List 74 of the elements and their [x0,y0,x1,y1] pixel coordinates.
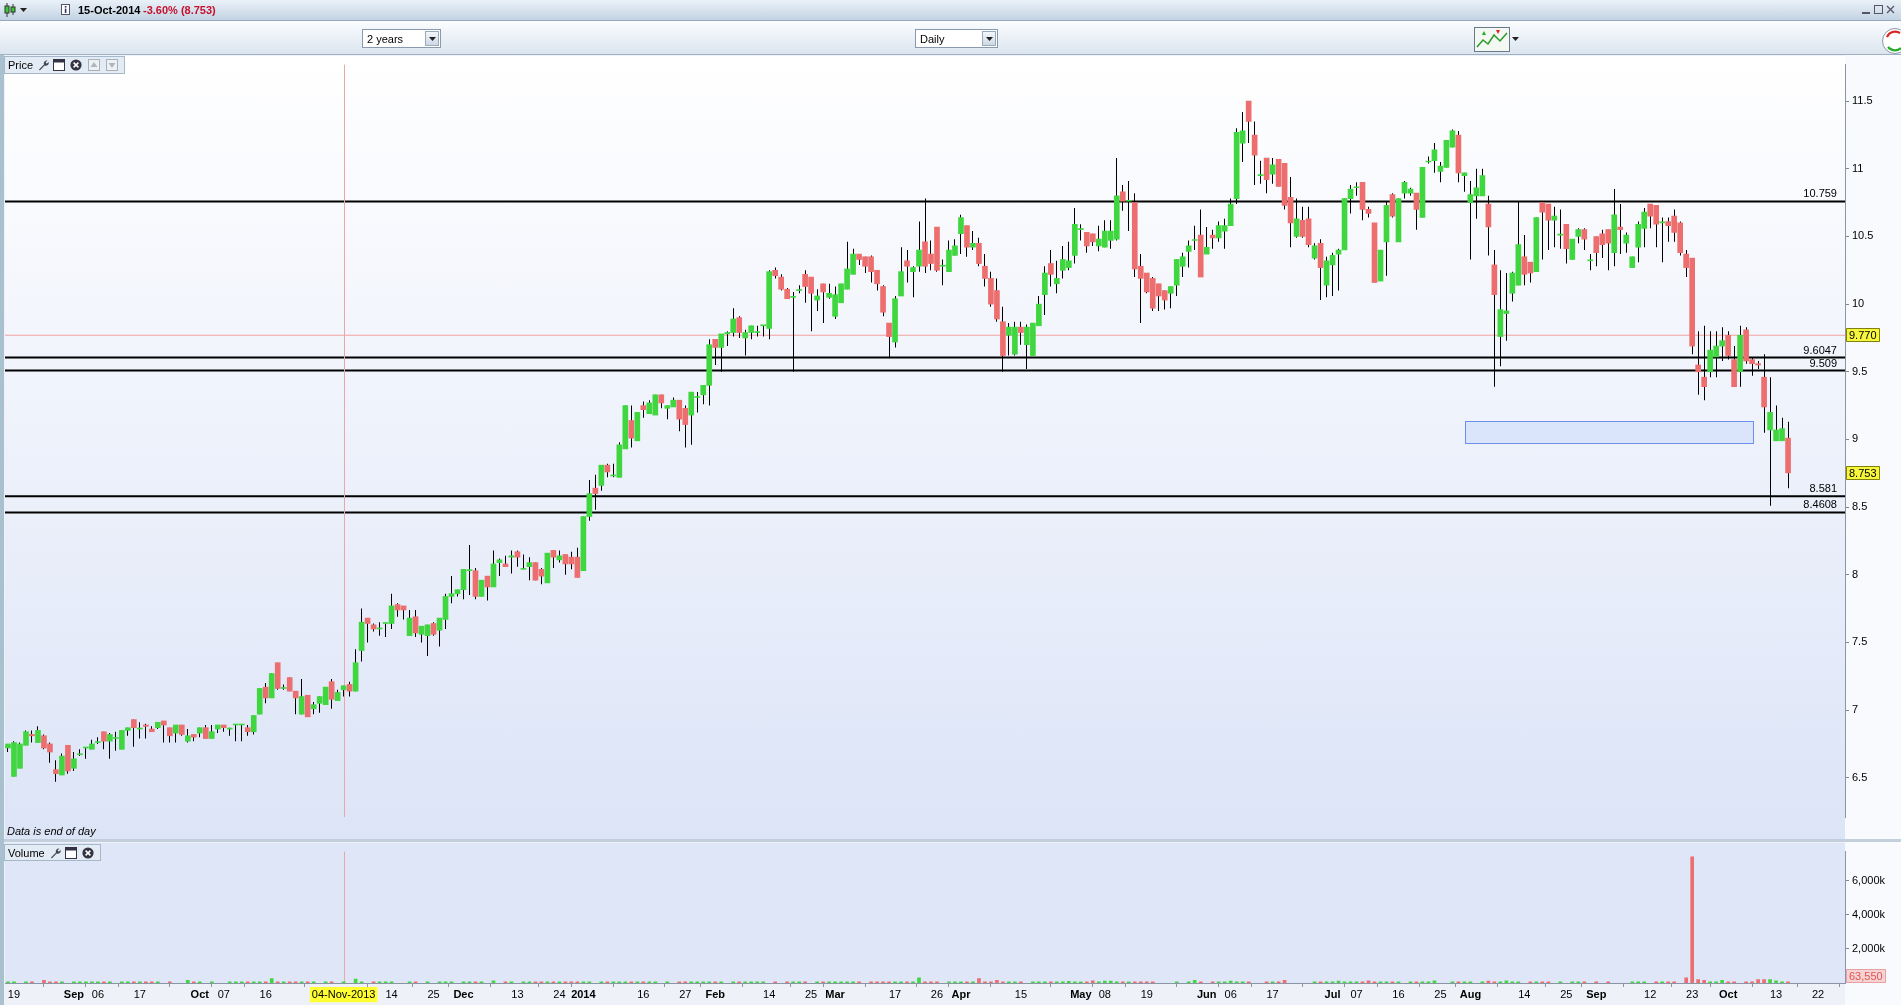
y-tick-label: 11 [1852,161,1864,174]
ref-line-label: 8.4608 [1803,498,1837,511]
x-tick-label: 13 [511,987,524,1000]
text: -3.60% (8.753) [143,4,216,16]
x-tick-label: 17 [1266,987,1279,1000]
x-tick-label: 17 [133,987,146,1000]
x-tick-label: 19 [1140,987,1153,1000]
y-tick-label: 10.5 [1852,229,1874,242]
x-tick-label: 25 [1560,987,1573,1000]
x-tick-label: Aug [1459,987,1482,1000]
x-tick-label: 27 [679,987,692,1000]
text: 15-Oct-2014 [78,4,141,16]
ref-line-label: 8.581 [1809,482,1837,495]
y-tick-label: 7.5 [1852,635,1868,648]
panel-header: Volume [4,844,101,861]
x-tick-label: 16 [637,987,650,1000]
y-tick-label: 6,000k [1852,873,1886,886]
x-tick-label: 23 [1686,987,1699,1000]
chart-title: Price [8,59,34,71]
y-tick-label: 7 [1852,703,1859,716]
y-tick-label: 9.5 [1852,364,1868,377]
y-tick-label: 4,000k [1852,907,1886,920]
x-tick-label: Jul [1324,987,1341,1000]
x-tick-label: 25 [1434,987,1447,1000]
x-tick-label: Feb [705,987,726,1000]
x-tick-label: 26 [930,987,944,1000]
x-tick-label: Apr [951,987,972,1000]
ref-line-label: 9.6047 [1803,343,1837,356]
x-tick-label: 08 [1098,987,1111,1000]
x-tick-label: Jun [1196,987,1217,1000]
ref-line-label: 9.509 [1809,356,1837,369]
x-tick-label: 14 [385,987,398,1000]
y-tick-label: 2,000k [1852,941,1886,954]
x-tick-label: May [1070,987,1093,1000]
x-tick-label: 14 [1518,987,1531,1000]
dropdown: Daily [915,29,998,48]
x-tick-label: 17 [888,987,902,1000]
x-tick-label: Oct [1718,987,1738,1000]
x-tick-label: 15 [1014,987,1028,1000]
y-tick-label: 10 [1852,297,1865,310]
x-tick-label: Sep [1586,987,1607,1000]
x-tick-label: 07 [217,987,230,1000]
annotation: 8.753 [1849,466,1877,479]
x-tick-label: 16 [1392,987,1405,1000]
y-tick-label: 8 [1852,567,1859,580]
x-tick-label: 2014 [571,987,597,1000]
y-tick-label: 9 [1852,432,1859,445]
x-tick-label: Mar [825,987,846,1000]
annotation: 9.770 [1849,328,1877,341]
panel-header: Price [4,56,125,74]
x-tick-label: 24 [553,987,566,1000]
x-tick-label: 25 [805,987,818,1000]
text: 63,550 [1849,969,1883,982]
x-tick-label: 04-Nov-2013 [311,987,376,1000]
y-tick-label: 6.5 [1852,770,1868,783]
x-tick-label: 19 [7,987,21,1000]
x-tick-label: Oct [190,987,210,1000]
dropdown: 2 years [362,29,441,48]
x-tick-label: 12 [1644,987,1657,1000]
x-tick-label: 06 [91,987,105,1000]
x-tick-label: 06 [1224,987,1237,1000]
x-tick-label: 25 [427,987,440,1000]
x-tick-label: 22 [1811,987,1825,1000]
x-tick-label: 13 [1769,987,1783,1000]
ref-line-label: 10.759 [1803,187,1837,200]
text: Data is end of day [7,825,96,837]
chart-title: Volume [8,847,45,859]
x-tick-label: 16 [259,987,272,1000]
x-tick-label: 07 [1350,987,1363,1000]
y-tick-label: 11.5 [1852,94,1873,107]
y-tick-label: 8.5 [1852,500,1868,513]
x-tick-label: Sep [63,987,85,1000]
x-tick-label: 14 [763,987,776,1000]
x-tick-label: Dec [453,987,474,1000]
